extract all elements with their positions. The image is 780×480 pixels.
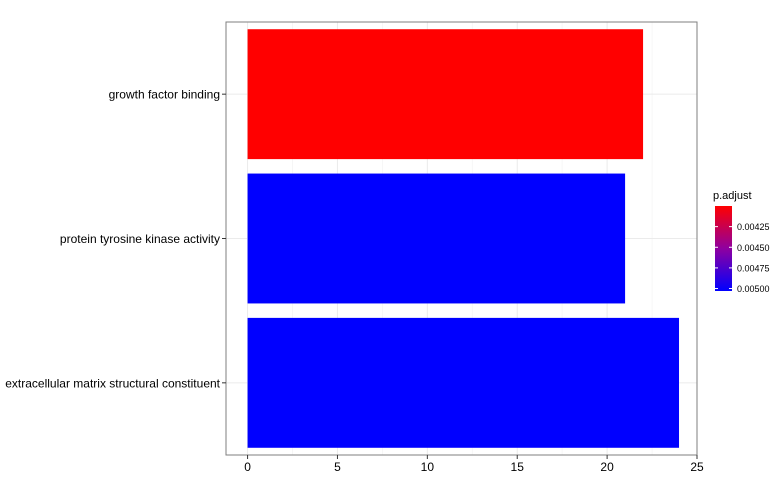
legend-title: p.adjust [713, 190, 752, 202]
x-axis: 0 5 10 15 20 25 [244, 455, 704, 474]
bar [247, 317, 680, 448]
y-tick-label: extracellular matrix structural constitu… [5, 376, 220, 390]
legend-tick-label: 0.00500 [737, 284, 770, 294]
legend-tick-label: 0.00425 [737, 222, 770, 232]
x-tick-label: 5 [334, 460, 341, 474]
legend: p.adjust 0.00425 0.00450 0.00475 0.00500 [713, 190, 770, 294]
x-tick-label: 20 [600, 460, 614, 474]
legend-colorbar [715, 206, 732, 291]
bars [247, 29, 680, 448]
bar [247, 29, 644, 160]
x-tick-label: 25 [690, 460, 704, 474]
x-tick-label: 15 [511, 460, 525, 474]
legend-tick-label: 0.00475 [737, 263, 770, 273]
bar [247, 173, 626, 304]
legend-tick-label: 0.00450 [737, 243, 770, 253]
y-axis: growth factor binding protein tyrosine ki… [5, 88, 226, 390]
x-tick-label: 0 [244, 460, 251, 474]
x-tick-label: 10 [421, 460, 435, 474]
y-tick-label: protein tyrosine kinase activity [60, 232, 220, 246]
y-tick-label: growth factor binding [109, 88, 220, 102]
